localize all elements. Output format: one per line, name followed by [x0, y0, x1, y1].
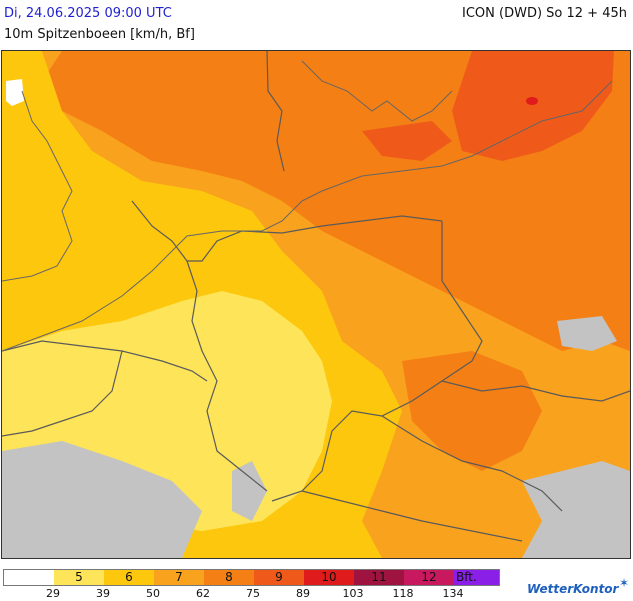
legend-threshold: 39 [96, 587, 110, 600]
low-gust-area-alps [232, 461, 267, 521]
legend-segment: 9 [254, 570, 304, 585]
legend-segment: 12 [404, 570, 454, 585]
legend-segment: 6 [104, 570, 154, 585]
low-gust-area-southeast [522, 461, 630, 558]
legend-threshold: 62 [196, 587, 210, 600]
country-borders [2, 51, 630, 542]
gust-field-bft10 [526, 97, 538, 105]
legend-threshold: 134 [442, 587, 464, 600]
legend-unit-segment: Bft. [454, 570, 499, 585]
calm-area-ireland [6, 79, 24, 106]
wind-gust-map [1, 50, 631, 559]
model-run: ICON (DWD) So 12 + 45h [462, 6, 627, 21]
legend-segment [4, 570, 54, 585]
legend-threshold: 103 [342, 587, 364, 600]
legend-segment: 10 [304, 570, 354, 585]
forecast-date: Di, 24.06.2025 09:00 UTC [4, 6, 172, 21]
legend-threshold: 118 [392, 587, 414, 600]
gust-field-bft8-east [402, 351, 542, 471]
legend-threshold: 29 [46, 587, 60, 600]
legend-threshold: 75 [246, 587, 260, 600]
legend-segment: 8 [204, 570, 254, 585]
legend-segment: 11 [354, 570, 404, 585]
gust-legend: 5 6 7 8 9 10 11 12 Bft. [3, 569, 500, 586]
coastlines [2, 60, 613, 352]
parameter-title: 10m Spitzenboeen [km/h, Bf] [4, 27, 195, 42]
legend-threshold: 50 [146, 587, 160, 600]
gust-field-bft9-baltic [362, 121, 452, 161]
low-gust-area-hungary [557, 316, 617, 351]
wind-turbine-icon: ✶ [619, 576, 630, 590]
gust-field-bft9 [452, 51, 614, 161]
brand-logo[interactable]: WetterKontor [527, 582, 619, 596]
low-gust-area-southwest [2, 441, 202, 558]
legend-segment: 5 [54, 570, 104, 585]
legend-threshold: 89 [296, 587, 310, 600]
legend-segment: 7 [154, 570, 204, 585]
